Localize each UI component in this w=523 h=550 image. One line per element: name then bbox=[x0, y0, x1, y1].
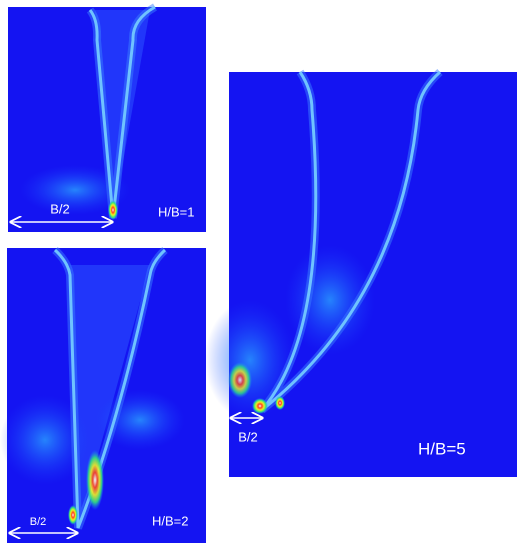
contour bbox=[68, 505, 78, 525]
panel-3: B/2 H/B=5 bbox=[205, 69, 517, 477]
contour bbox=[108, 200, 118, 220]
contour bbox=[252, 398, 268, 414]
ratio-label: H/B=2 bbox=[152, 513, 189, 528]
contour bbox=[285, 245, 375, 355]
contour bbox=[86, 450, 104, 510]
contour bbox=[20, 165, 130, 215]
panel-1: B/2 H/B=1 bbox=[8, 3, 206, 232]
dimension-label: B/2 bbox=[238, 429, 258, 444]
dimension-label: B/2 bbox=[30, 516, 47, 528]
ratio-label: H/B=1 bbox=[158, 204, 195, 219]
contour bbox=[275, 396, 285, 410]
contour bbox=[228, 362, 252, 398]
panel-2: B/2 H/B=2 bbox=[0, 247, 206, 543]
contour bbox=[0, 395, 90, 485]
dimension-label: B/2 bbox=[50, 201, 70, 216]
ratio-label: H/B=5 bbox=[418, 439, 466, 458]
